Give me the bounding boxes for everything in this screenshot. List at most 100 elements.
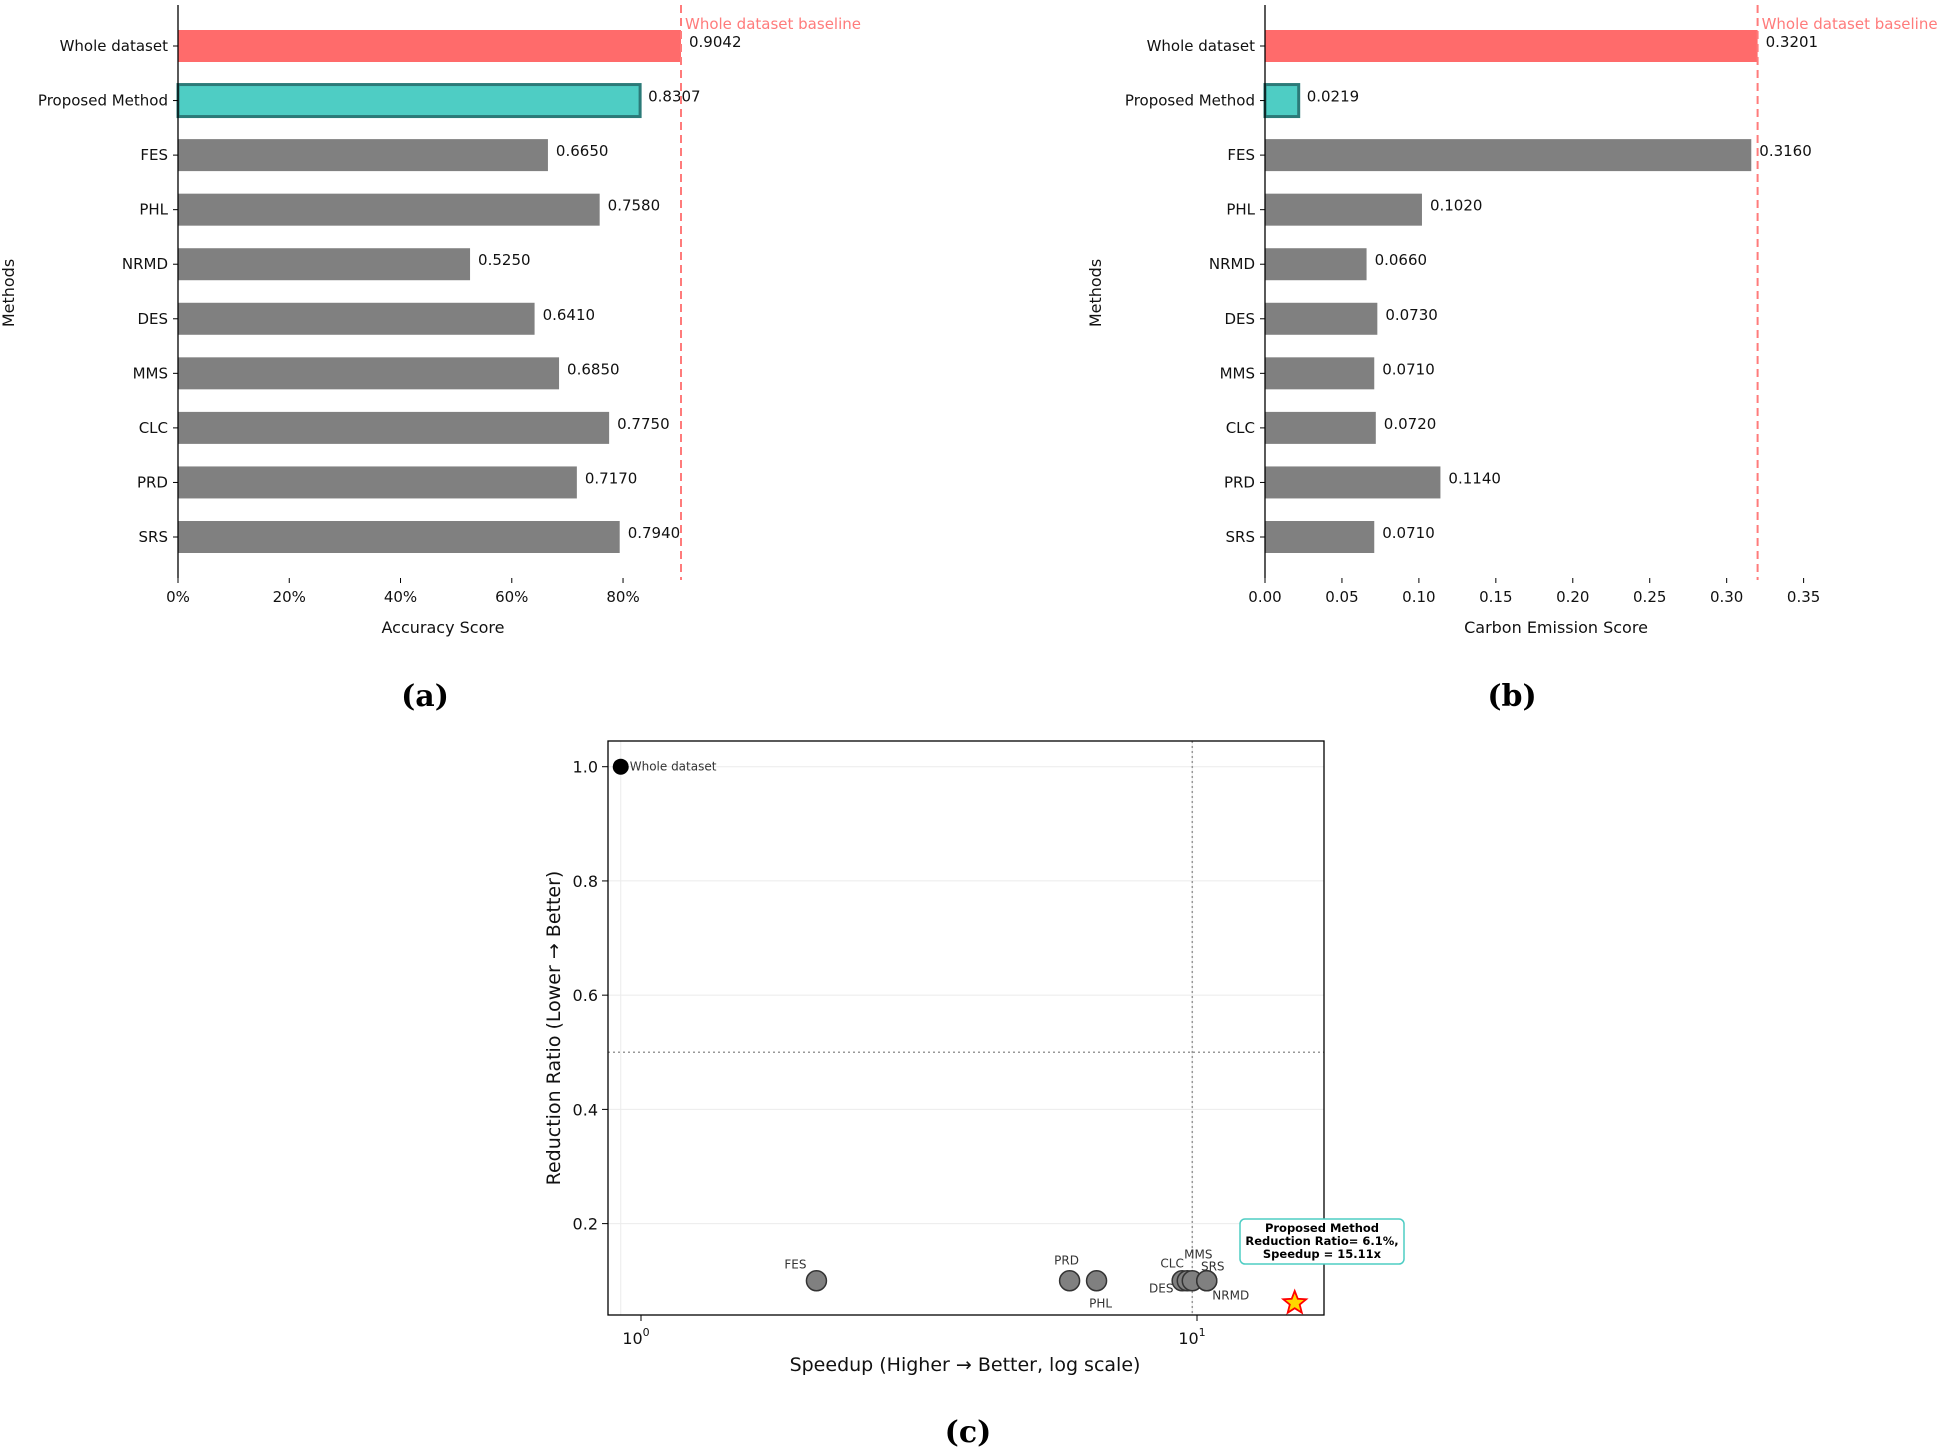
bar-nrmd xyxy=(178,248,471,281)
bar-des xyxy=(1265,302,1378,335)
bar-phl xyxy=(1265,193,1422,226)
carbon-bars xyxy=(1263,30,1758,553)
point-label: CLC xyxy=(1160,1257,1183,1271)
accuracy-x-ticks: 0% 20% 40% 60% 80% xyxy=(166,578,640,606)
carbon-category-labels: Whole dataset Proposed Method FES PHL NRMD DE… xyxy=(1125,37,1265,546)
category-label: FES xyxy=(140,146,168,164)
scatter-grid xyxy=(608,741,1324,1315)
bar-fes xyxy=(1265,139,1752,172)
accuracy-value-labels: 0.9042 0.8307 0.6650 0.7580 0.5250 0.6410 0.68… xyxy=(478,33,741,542)
point-whole-dataset xyxy=(612,758,629,775)
bar-srs xyxy=(178,521,620,553)
x-tick-label: 0.20 xyxy=(1556,588,1589,606)
category-label: NRMD xyxy=(1209,255,1255,273)
y-tick-label: 0.2 xyxy=(573,1215,598,1234)
category-label: PHL xyxy=(139,201,168,219)
category-label: Whole dataset xyxy=(1147,37,1256,55)
scatter-x-tick-label: 101 xyxy=(1178,1326,1205,1348)
value-label: 0.8307 xyxy=(648,88,701,106)
category-label: CLC xyxy=(1226,419,1255,437)
carbon-x-axis-label: Carbon Emission Score xyxy=(1464,618,1648,637)
scatter-reference-lines xyxy=(608,741,1324,1315)
category-label: Proposed Method xyxy=(1125,92,1255,110)
point-nrmd xyxy=(1195,1269,1218,1292)
x-tick-label: 0.15 xyxy=(1479,588,1512,606)
annotation-line-2: Reduction Ratio= 6.1%, xyxy=(1245,1234,1398,1248)
bar-whole-dataset xyxy=(178,30,681,62)
carbon-value-labels: 0.3201 0.0219 0.3160 0.1020 0.0660 0.0730 0.07… xyxy=(1307,33,1818,542)
value-label: 0.0660 xyxy=(1375,251,1428,269)
scatter-plot-frame xyxy=(607,740,1325,1316)
tick-exponent: 1 xyxy=(1199,1326,1206,1339)
bar-fes xyxy=(178,139,548,172)
y-tick-label: 0.8 xyxy=(573,872,598,891)
value-label: 0.0219 xyxy=(1307,88,1360,106)
x-tick-label: 0.10 xyxy=(1402,588,1435,606)
panel-c-caption: (c) xyxy=(945,1415,992,1450)
bar-whole-dataset xyxy=(1265,30,1758,62)
x-tick-label: 0.25 xyxy=(1633,588,1666,606)
point-label: PHL xyxy=(1089,1297,1112,1311)
category-label: PHL xyxy=(1226,201,1255,219)
tick-base: 10 xyxy=(622,1329,642,1348)
point-label: MMS xyxy=(1184,1248,1212,1262)
value-label: 0.1020 xyxy=(1430,197,1483,215)
bar-proposed-method xyxy=(176,83,642,119)
point-label: FES xyxy=(784,1258,806,1272)
bar-srs xyxy=(1265,521,1375,553)
point-label: DES xyxy=(1149,1282,1173,1296)
star-marker-proposed-method xyxy=(1280,1288,1309,1315)
accuracy-chart: Whole dataset Proposed Method FES PHL NRMD DE… xyxy=(0,5,861,714)
category-label: MMS xyxy=(133,364,168,382)
point-label: NRMD xyxy=(1212,1289,1249,1303)
scatter-points xyxy=(612,758,1309,1315)
carbon-baseline-label: Whole dataset baseline xyxy=(1762,15,1938,33)
proposed-method-annotation: Proposed Method Reduction Ratio= 6.1%, S… xyxy=(1239,1218,1405,1265)
carbon-emission-chart: Whole dataset Proposed Method FES PHL NRMD DE… xyxy=(1086,5,1938,714)
point-prd xyxy=(1058,1269,1081,1292)
category-label: SRS xyxy=(1226,528,1255,546)
accuracy-baseline-label: Whole dataset baseline xyxy=(685,15,861,33)
bar-prd xyxy=(1265,466,1441,499)
bar-prd xyxy=(178,466,577,499)
value-label: 0.1140 xyxy=(1448,469,1501,487)
category-label: FES xyxy=(1227,146,1255,164)
annotation-line-3: Speedup = 15.11x xyxy=(1263,1247,1382,1261)
accuracy-y-axis-label: Methods xyxy=(0,259,18,327)
category-label: MMS xyxy=(1220,364,1255,382)
value-label: 0.7940 xyxy=(628,524,681,542)
carbon-y-axis-label: Methods xyxy=(1086,259,1105,327)
bar-clc xyxy=(178,411,610,444)
x-tick-label: 60% xyxy=(495,588,528,606)
x-tick-label: 20% xyxy=(273,588,306,606)
accuracy-category-labels: Whole dataset Proposed Method FES PHL NRMD DE… xyxy=(38,37,178,546)
y-tick-label: 0.4 xyxy=(573,1100,598,1119)
panel-b-caption: (b) xyxy=(1487,679,1536,714)
point-label: Whole dataset xyxy=(630,760,717,774)
scatter-y-ticks: 0.2 0.4 0.6 0.8 1.0 xyxy=(573,758,608,1234)
category-label: Whole dataset xyxy=(60,37,169,55)
scatter-x-tick-label: 100 xyxy=(622,1326,649,1348)
category-label: NRMD xyxy=(122,255,168,273)
value-label: 0.7580 xyxy=(608,197,661,215)
category-label: SRS xyxy=(139,528,168,546)
x-tick-label: 0% xyxy=(166,588,190,606)
category-label: Proposed Method xyxy=(38,92,168,110)
value-label: 0.0710 xyxy=(1382,360,1435,378)
point-label: SRS xyxy=(1201,1260,1225,1274)
carbon-x-ticks: 0.00 0.05 0.10 0.15 0.20 0.25 0.30 0.35 xyxy=(1248,578,1820,606)
x-tick-label: 40% xyxy=(384,588,417,606)
category-label: PRD xyxy=(1224,473,1255,491)
panel-a-caption: (a) xyxy=(401,679,449,714)
accuracy-x-axis-label: Accuracy Score xyxy=(382,618,505,637)
value-label: 0.7170 xyxy=(585,469,638,487)
point-fes xyxy=(805,1269,828,1292)
scatter-x-ticks: 100 101 xyxy=(622,1315,1206,1348)
bar-proposed-method xyxy=(1263,83,1301,119)
point-phl xyxy=(1085,1269,1108,1292)
category-label: CLC xyxy=(139,419,168,437)
x-tick-label: 0.00 xyxy=(1248,588,1281,606)
bar-mms xyxy=(178,357,560,390)
